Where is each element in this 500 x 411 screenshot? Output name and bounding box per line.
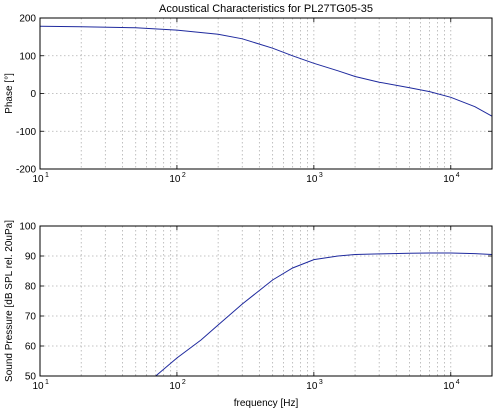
spl-xtick-exponent: 1 [45,379,49,386]
spl-ytick-label: 80 [25,282,37,293]
phase-ytick-label: 0 [30,89,36,100]
spl-series-line [155,252,492,376]
phase-ytick-label: -100 [16,127,36,138]
phase-xtick-label: 10 [169,174,181,185]
spl-ytick-label: 90 [25,252,37,263]
spl-ytick-label: 60 [25,342,37,353]
spl-xtick-label: 10 [443,381,455,392]
phase-xtick-label: 10 [306,174,318,185]
spl-xtick-exponent: 3 [319,379,323,386]
phase-ytick-label: 100 [19,51,36,62]
spl-xtick-label: 10 [32,381,44,392]
phase-series-line [40,25,492,117]
spl-ytick-label: 70 [25,312,37,323]
phase-axes-frame [39,17,493,170]
spl-xtick-label: 10 [169,381,181,392]
phase-ytick-label: -200 [16,165,36,176]
phase-ylabel: Phase [°] [4,73,15,114]
phase-xtick-exponent: 4 [456,172,460,179]
spl-plot-area [40,226,492,376]
spl-ytick-label: 50 [25,372,37,383]
phase-ytick-label: 200 [19,14,36,25]
phase-xtick-exponent: 1 [45,172,49,179]
spl-ytick-label: 100 [19,222,36,233]
phase-xtick-exponent: 3 [319,172,323,179]
phase-xtick-label: 10 [32,174,44,185]
spl-xtick-exponent: 2 [182,379,186,386]
spl-xtick-label: 10 [306,381,318,392]
spl-xlabel: frequency [Hz] [234,398,299,409]
phase-xtick-exponent: 2 [182,172,186,179]
chart-title: Acoustical Characteristics for PL27TG05-… [159,3,373,15]
phase-xtick-label: 10 [443,174,455,185]
spl-ylabel: Sound Pressure [dB SPL rel. 20uPa] [4,220,15,382]
spl-xtick-exponent: 4 [456,379,460,386]
spl-axes-frame [39,225,493,377]
